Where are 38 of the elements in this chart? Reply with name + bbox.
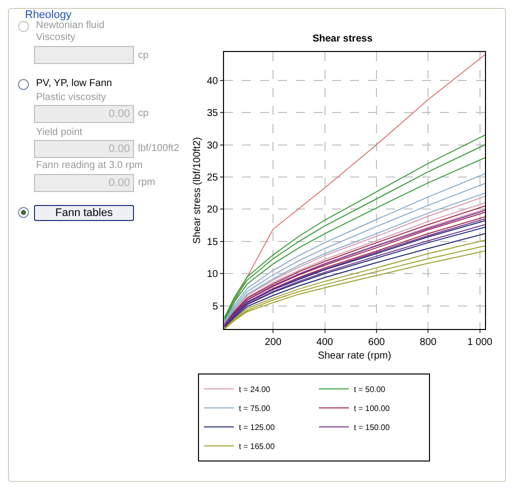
text: Newtonian fluid <box>36 20 104 32</box>
x-tick-label: 1 000 <box>467 337 493 348</box>
y-tick-label: 35 <box>206 108 218 120</box>
text: lbf/100ft2 <box>138 143 180 155</box>
y-tick-label: 5 <box>212 301 218 312</box>
text: Fann reading at 3.0 rpm <box>36 160 143 172</box>
y-tick-label: 40 <box>206 76 218 87</box>
text: rpm <box>138 177 156 189</box>
text: Viscosity <box>36 32 76 44</box>
x-tick-label: 800 <box>420 337 437 348</box>
y-tick-label: 10 <box>206 269 218 280</box>
legend-label: t = 165.00 <box>238 442 276 451</box>
text: PV, YP, low Fann <box>36 78 112 90</box>
text-field: 0.00 <box>34 140 134 158</box>
text: cp <box>138 50 149 62</box>
button: Fann tables <box>34 205 134 221</box>
text: Plastic viscosity <box>36 92 106 104</box>
text-field: 0.00 <box>34 105 134 123</box>
x-tick-label: 600 <box>368 337 386 348</box>
x-tick-label: 400 <box>316 337 334 348</box>
text-field: 0.00 <box>34 174 134 192</box>
text: Rheology <box>23 9 74 21</box>
legend-label: t = 100.00 <box>354 404 390 413</box>
y-axis-title: Shear stress (lbf/100ft2) <box>192 137 203 244</box>
legend-label: t = 75.00 <box>238 404 271 413</box>
legend-label: t = 24.00 <box>238 384 271 394</box>
y-tick-label: 20 <box>206 204 218 216</box>
y-tick-label: 30 <box>206 140 218 152</box>
text: Yield point <box>36 127 82 139</box>
legend-label: t = 150.00 <box>354 422 390 432</box>
x-axis-title: Shear rate (rpm) <box>318 350 392 362</box>
legend-label: t = 125.00 <box>238 422 276 432</box>
text: cp <box>138 108 149 120</box>
chart-title: Shear stress <box>312 34 373 45</box>
y-tick-label: 25 <box>206 172 218 184</box>
y-tick-label: 15 <box>206 236 218 248</box>
legend-label: t = 50.00 <box>354 384 386 394</box>
x-tick-label: 200 <box>264 337 282 348</box>
